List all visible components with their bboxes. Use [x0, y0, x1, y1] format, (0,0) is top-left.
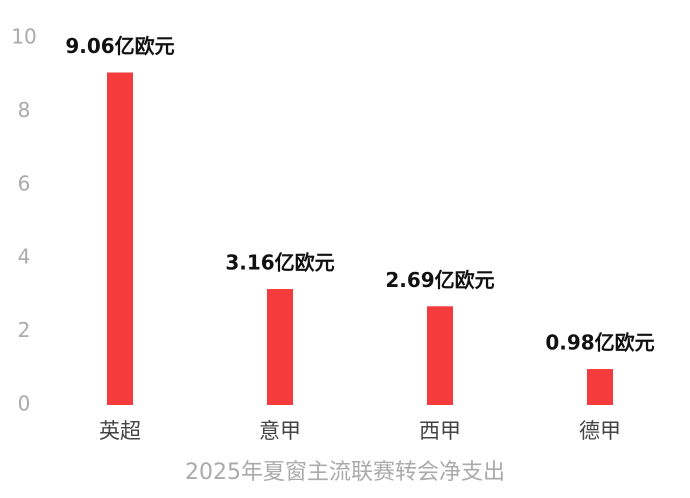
value-label: 0.98亿欧元 [545, 331, 654, 355]
y-tick-label: 2 [18, 318, 31, 342]
x-tick-label: 德甲 [579, 419, 621, 443]
y-tick-label: 4 [18, 245, 31, 269]
value-label: 9.06亿欧元 [65, 34, 174, 58]
bar [427, 306, 453, 405]
value-label: 2.69亿欧元 [385, 268, 494, 292]
y-tick-label: 10 [11, 25, 36, 49]
x-tick-label: 英超 [99, 419, 141, 443]
y-tick-label: 0 [18, 392, 31, 416]
x-tick-label: 西甲 [419, 419, 461, 443]
bar [587, 369, 613, 405]
y-tick-label: 8 [18, 98, 31, 122]
bar [107, 72, 133, 406]
value-label: 3.16亿欧元 [225, 251, 334, 275]
bar [267, 289, 293, 405]
chart-title: 2025年夏窗主流联赛转会净支出 [185, 460, 505, 485]
y-tick-label: 6 [18, 171, 31, 195]
x-tick-label: 意甲 [259, 419, 301, 443]
